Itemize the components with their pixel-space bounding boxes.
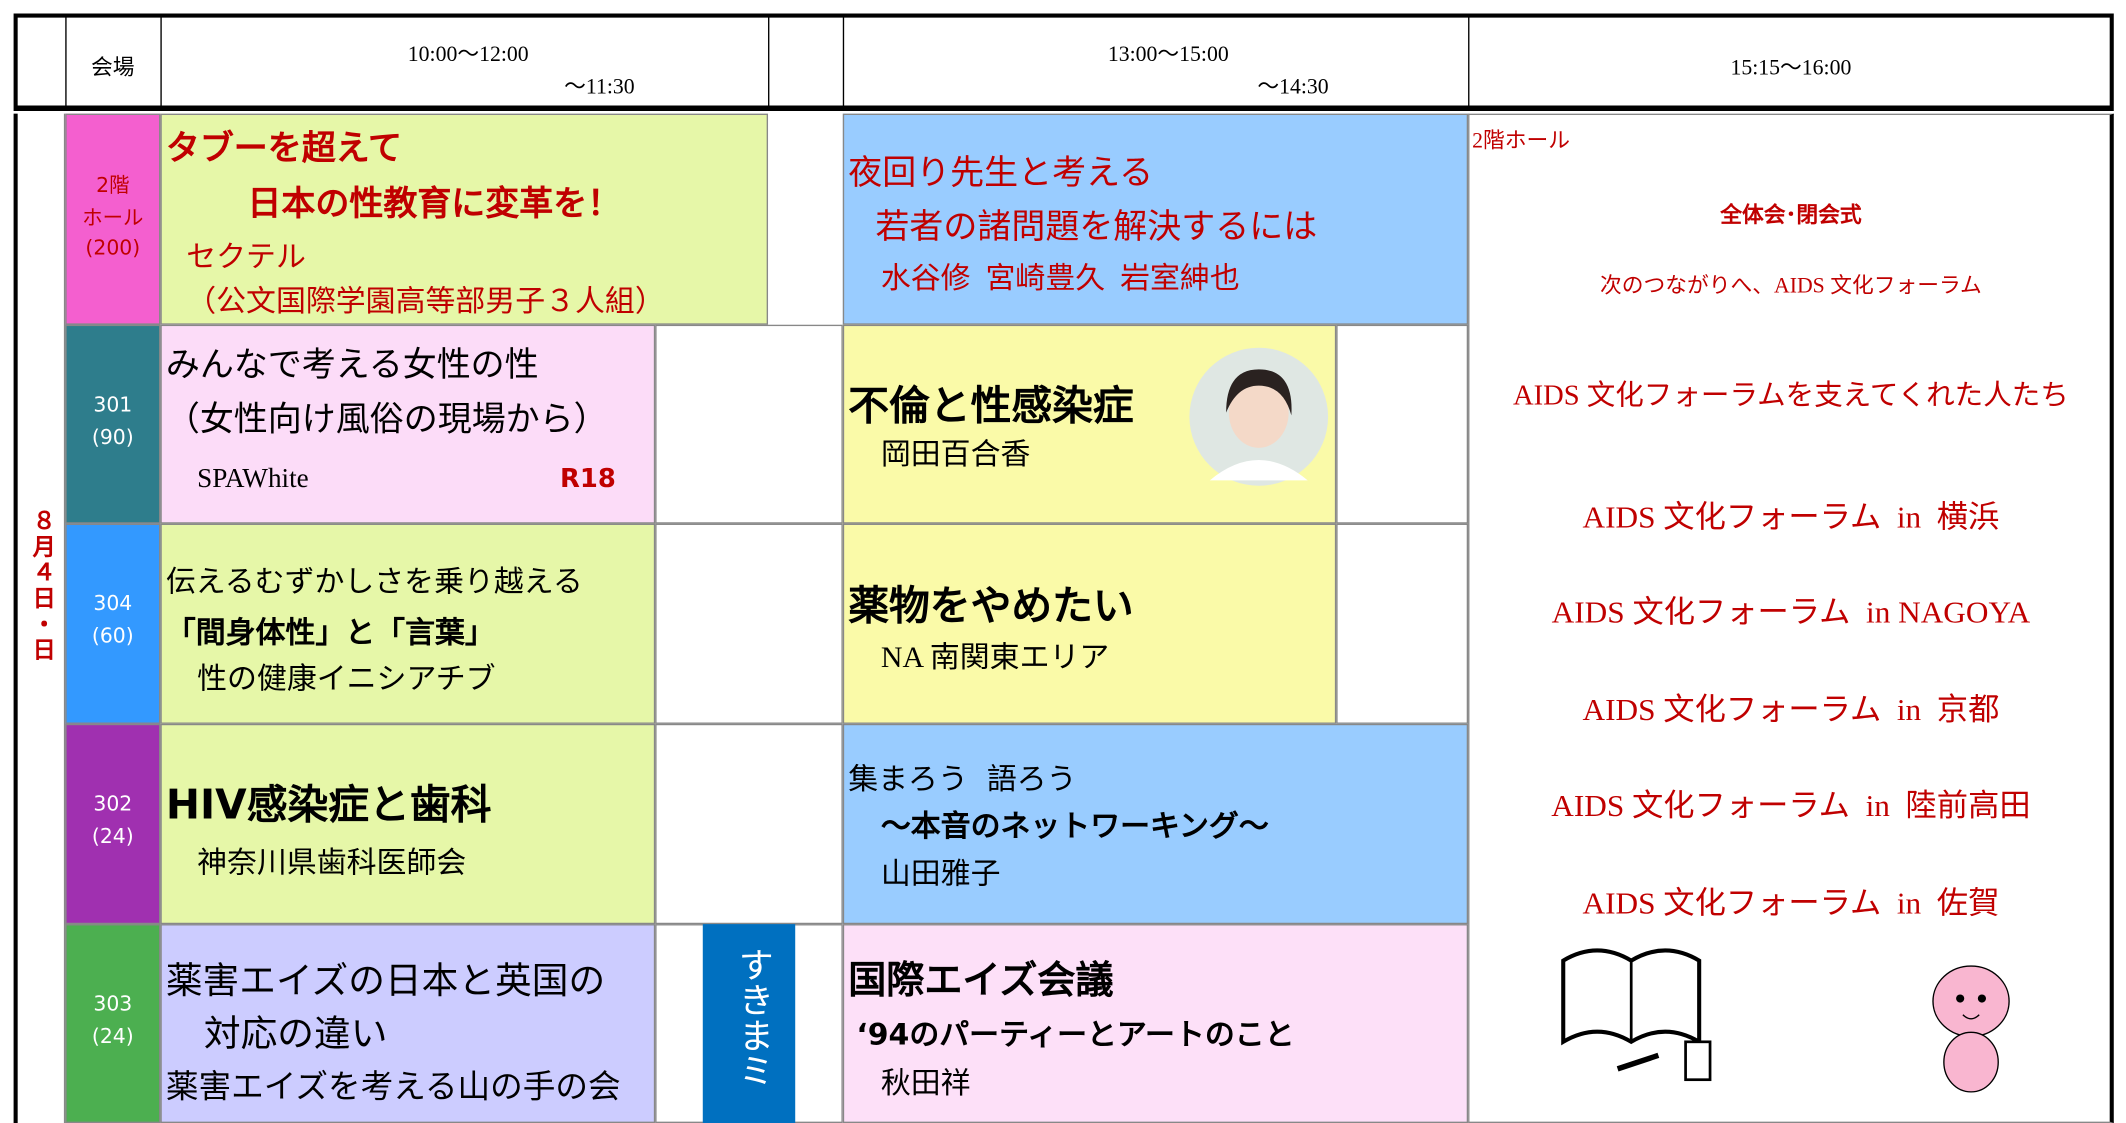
closing-item: AIDS 文化フォーラムを支えてくれた人たち xyxy=(1512,378,2069,412)
room-label: (60) xyxy=(91,623,134,649)
afternoon-cell xyxy=(842,523,1337,724)
empty-cell xyxy=(1336,324,1469,524)
afternoon-text: 水谷修 宮崎豊久 岩室紳也 xyxy=(880,261,1240,295)
divider xyxy=(1468,13,1470,111)
morning-text: （女性向け風俗の現場から） xyxy=(165,399,608,439)
sukima: すきまミ xyxy=(732,947,774,1088)
room-label: 302 xyxy=(93,791,133,816)
slot-header: 15:15〜16:00 xyxy=(1730,56,1852,80)
room-label: 301 xyxy=(93,391,133,417)
empty-cell xyxy=(655,523,843,724)
afternoon-cell xyxy=(842,924,1469,1123)
speaker-photo xyxy=(1189,347,1329,486)
closing-item: AIDS 文化フォーラム in 京都 xyxy=(1582,692,2000,727)
room-label: ホール xyxy=(82,205,144,231)
room-cell xyxy=(65,924,161,1123)
morning-text: セクテル xyxy=(186,239,306,274)
room-label: (24) xyxy=(91,823,134,849)
morning-text: 薬害エイズの日本と英国の xyxy=(165,960,606,1003)
divider xyxy=(65,13,67,111)
slot-header: 〜14:30 xyxy=(1257,75,1329,99)
slot-header: 13:00〜15:00 xyxy=(1107,43,1229,67)
morning-text: 「間身体性」と「言葉」 xyxy=(165,616,495,651)
morning-cell xyxy=(160,113,769,325)
closing-item: AIDS 文化フォーラム in 横浜 xyxy=(1582,500,2000,535)
date: ８月４日・日 xyxy=(27,508,55,663)
slot-header: 〜11:30 xyxy=(564,75,635,99)
morning-cell xyxy=(160,523,656,724)
afternoon-cell xyxy=(842,723,1469,925)
closing-subtitle: 次のつながりへ、AIDS 文化フォーラム xyxy=(1600,274,1982,298)
room-label: 304 xyxy=(93,591,133,616)
closing-venue: 2階ホール xyxy=(1472,129,1571,153)
afternoon-text: 秋田祥 xyxy=(880,1066,971,1100)
afternoon-text: 国際エイズ会議 xyxy=(848,957,1114,1003)
room-label: (24) xyxy=(91,1023,134,1048)
morning-text: 対応の違い xyxy=(203,1013,388,1056)
morning-cell xyxy=(160,723,656,925)
morning-text: 日本の性教育に変革を！ xyxy=(247,184,622,224)
afternoon-text: 若者の諸問題を解決するには xyxy=(875,207,1318,247)
venue-header: 会場 xyxy=(91,56,135,80)
closing-item: AIDS 文化フォーラム in 陸前高田 xyxy=(1551,788,2031,823)
morning-text: （公文国際学園高等部男子３人組） xyxy=(186,284,665,318)
divider xyxy=(768,13,770,111)
morning-text: 薬害エイズを考える山の手の会 xyxy=(165,1070,621,1106)
divider xyxy=(842,13,845,111)
afternoon-text: 山田雅子 xyxy=(880,856,1001,891)
afternoon-text: 夜回り先生と考える xyxy=(848,152,1154,193)
room-label: 303 xyxy=(93,991,133,1016)
sukima-box xyxy=(702,924,796,1123)
morning-text: SPAWhite xyxy=(197,464,309,494)
divider xyxy=(160,13,162,111)
closing-item: AIDS 文化フォーラム in 佐賀 xyxy=(1582,886,2000,921)
morning-text: タブーを超えて xyxy=(165,128,403,168)
morning-text: HIV感染症と歯科 xyxy=(165,782,492,830)
book-illustration xyxy=(1561,948,1712,1082)
morning-text: 伝えるむずかしさを乗り越える xyxy=(165,565,583,600)
morning-cell xyxy=(160,924,656,1123)
afternoon-text: ‘94のパーティーとアートのこと xyxy=(856,1018,1295,1053)
room-label: 2階 xyxy=(96,173,130,198)
afternoon-text: 薬物をやめたい xyxy=(848,583,1134,631)
room-cell xyxy=(65,113,161,325)
closing-item: AIDS 文化フォーラム in NAGOYA xyxy=(1551,595,2031,630)
header-row xyxy=(13,13,2114,111)
empty-cell xyxy=(655,324,843,524)
morning-text: 神奈川県歯科医師会 xyxy=(197,845,467,880)
closing-title: 全体会･閉会式 xyxy=(1720,201,1862,228)
room-cell xyxy=(65,523,161,724)
afternoon-cell xyxy=(842,113,1469,325)
afternoon-text: 集まろう 語ろう xyxy=(848,763,1077,797)
afternoon-text: 〜本音のネットワーキング〜 xyxy=(880,810,1269,845)
afternoon-text: NA 南関東エリア xyxy=(880,639,1110,674)
closing-cell xyxy=(1468,113,2114,1123)
empty-cell xyxy=(1336,523,1469,724)
date-col xyxy=(13,113,66,1123)
room-label: (90) xyxy=(91,424,134,449)
mascot-illustration xyxy=(1932,965,2010,1093)
empty-cell xyxy=(655,723,843,925)
morning-text: R18 xyxy=(560,464,616,494)
afternoon-text: 不倫と性感染症 xyxy=(848,382,1134,431)
room-cell xyxy=(65,723,161,925)
room-cell xyxy=(65,324,161,524)
slot-header: 10:00〜12:00 xyxy=(407,43,529,67)
morning-text: みんなで考える女性の性 xyxy=(165,345,539,385)
morning-text: 性の健康イニシアチブ xyxy=(197,661,496,696)
room-label: (200) xyxy=(85,235,141,260)
afternoon-text: 岡田百合香 xyxy=(880,437,1031,471)
morning-cell xyxy=(160,324,656,524)
